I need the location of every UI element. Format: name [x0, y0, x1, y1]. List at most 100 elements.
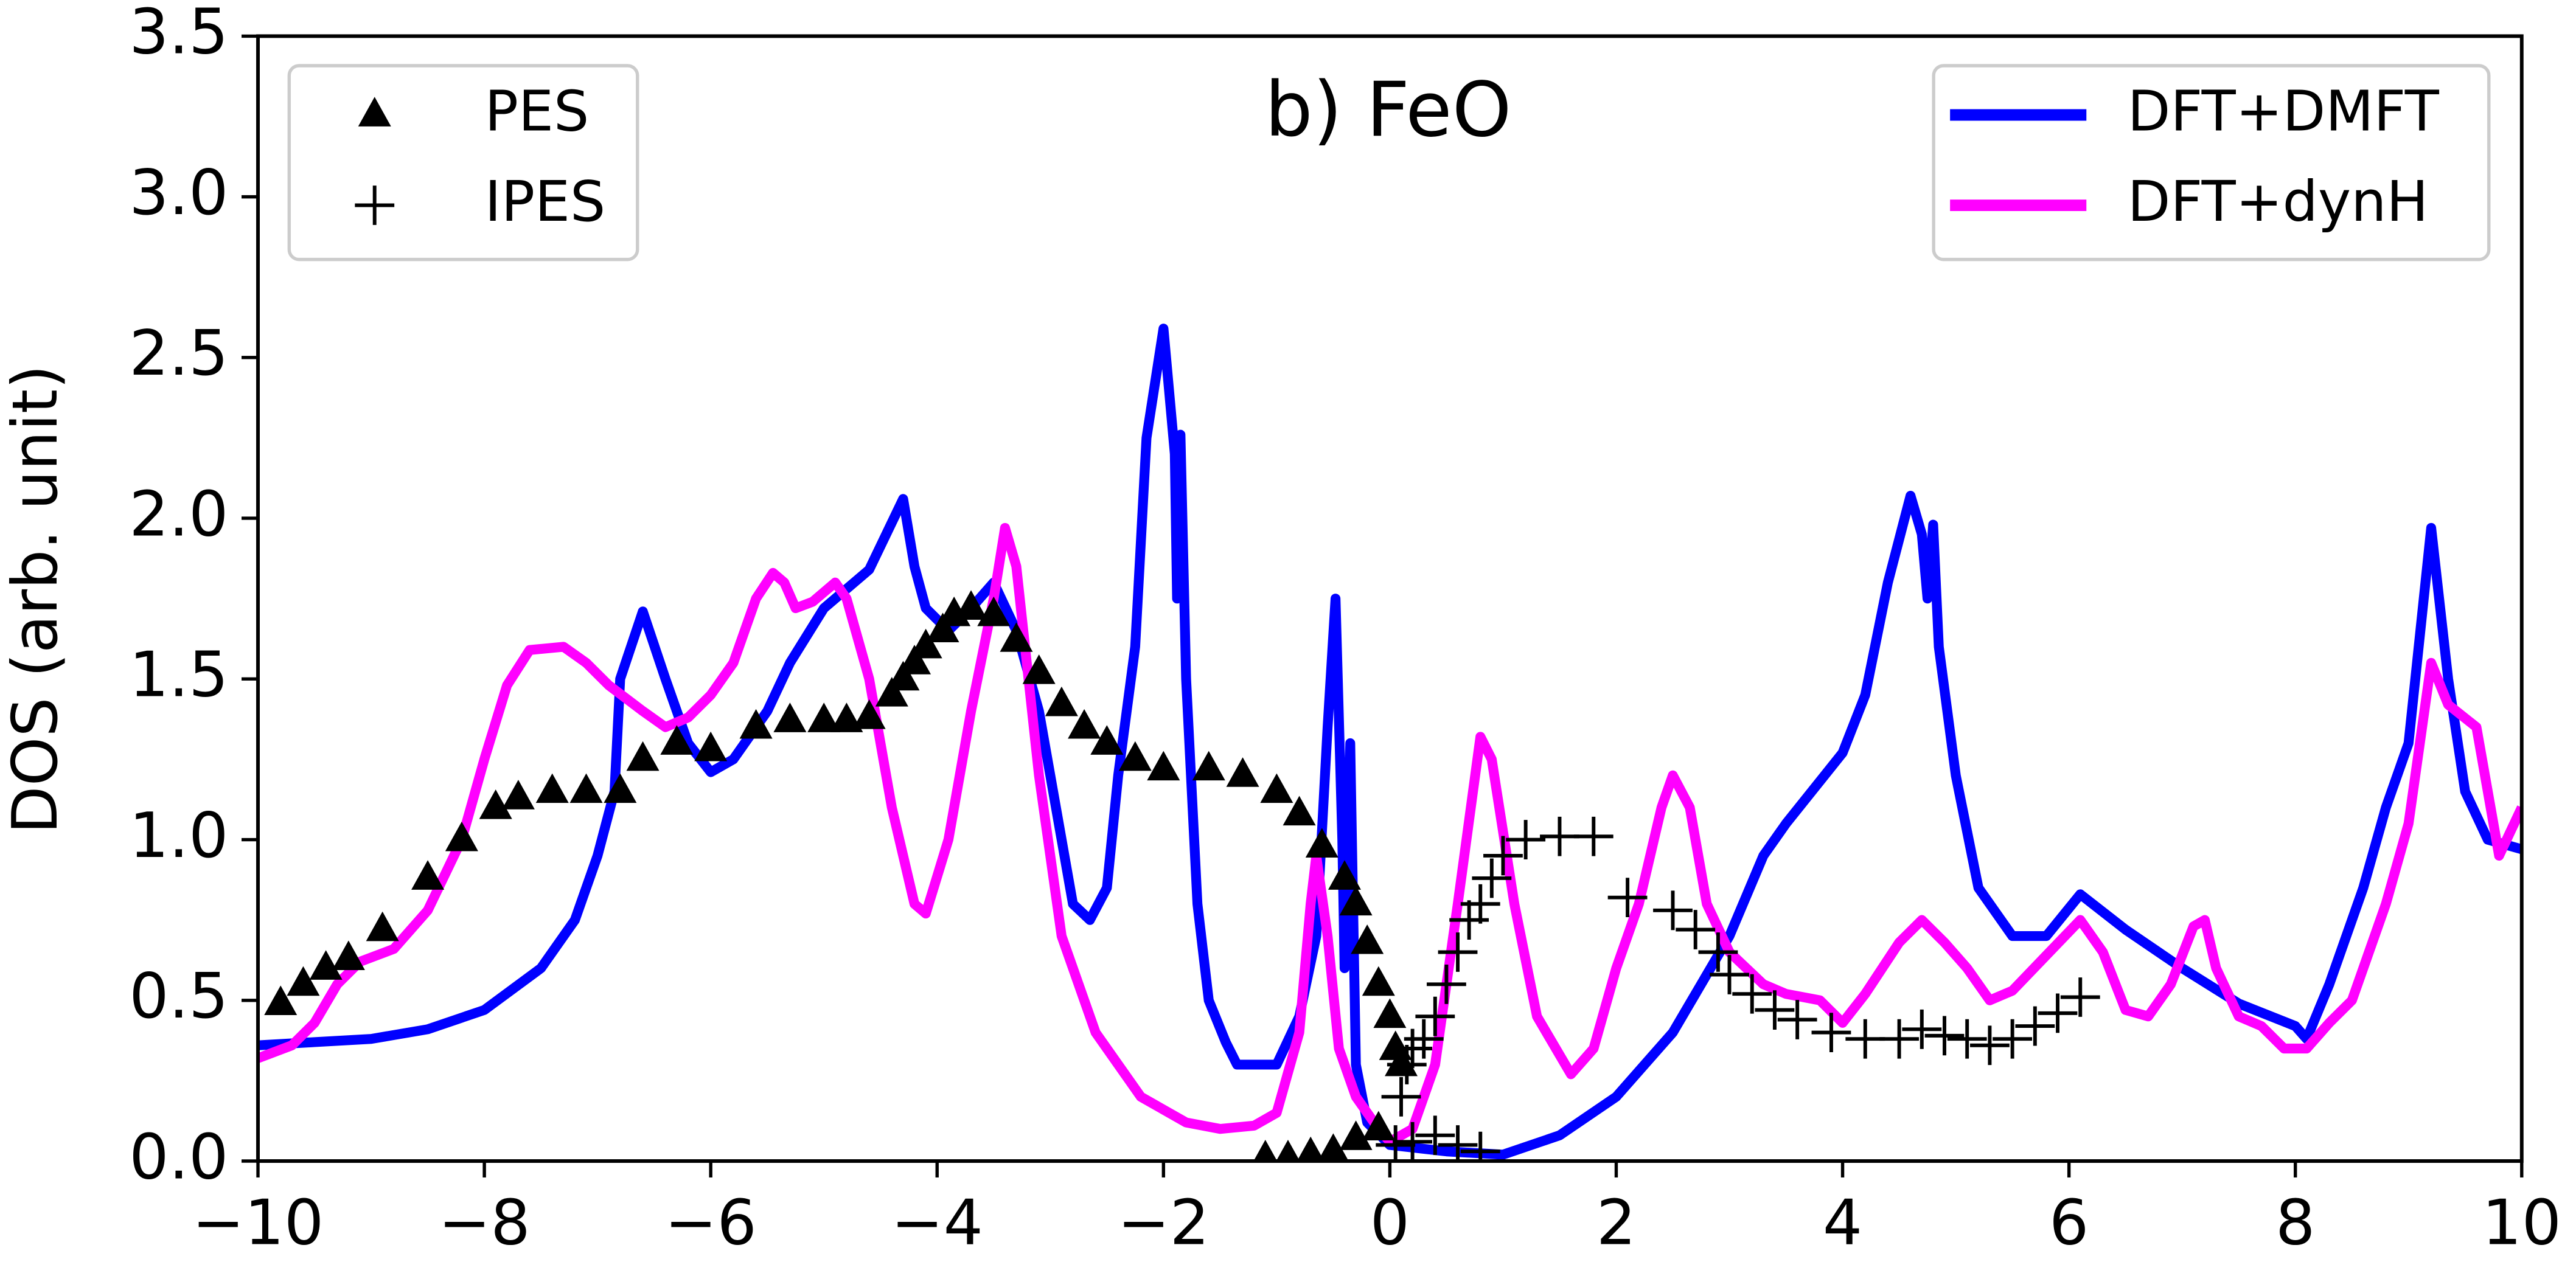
overlay: −10 −8 −6 −4 −2 0 2 4 6 8 10 0.0 0.5 1.0 1.5 2.0 2.5 3.0 3…: [129, 0, 2561, 1259]
chart-title: b) FeO: [1265, 66, 1512, 154]
triangle-marker: [1385, 1046, 1418, 1077]
plus-marker: [1573, 816, 1613, 856]
triangle-marker: [309, 950, 343, 980]
plus-marker: [1676, 910, 1716, 949]
x-tick-label: −4: [891, 1187, 983, 1259]
plus-marker: [1970, 1025, 2010, 1066]
triangle-marker: [411, 860, 445, 890]
y-tick-label: 3.0: [129, 157, 228, 229]
triangle-marker: [358, 97, 391, 127]
legend-label: DFT+dynH: [2128, 169, 2429, 234]
triangle-marker: [1090, 725, 1124, 755]
triangle-marker: [1276, 1140, 1300, 1161]
plus-marker: [1393, 1028, 1433, 1069]
plus-marker: [1777, 1000, 1817, 1039]
y-tick-label: 3.5: [129, 0, 228, 69]
plus-marker: [1607, 878, 1648, 918]
triangle-marker: [739, 709, 773, 739]
triangle-marker: [926, 612, 959, 642]
triangle-marker: [604, 773, 637, 803]
triangle-marker: [660, 725, 694, 755]
triangle-marker: [1283, 796, 1316, 826]
triangle-marker: [1351, 924, 1384, 954]
plus-marker: [1472, 858, 1512, 898]
y-tick-label: 0.0: [129, 1121, 228, 1193]
y-tick-label: 0.5: [129, 960, 228, 1033]
plus-marker: [1710, 955, 1749, 994]
plus-marker: [1404, 1019, 1444, 1059]
y-axis-label: DOS (arb. unit): [0, 365, 72, 834]
x-tick-label: 8: [2275, 1187, 2315, 1259]
plus-marker: [1438, 932, 1478, 972]
plus-marker: [1653, 890, 1693, 931]
x-tick-label: 0: [1370, 1187, 1410, 1259]
plus-marker: [2060, 977, 2100, 1017]
triangle-marker: [1318, 1133, 1349, 1161]
triangle-marker: [366, 911, 399, 941]
triangle-marker: [773, 702, 807, 732]
x-tick-label: 6: [2049, 1187, 2089, 1259]
triangle-marker: [1192, 751, 1225, 781]
triangle-marker: [445, 821, 478, 851]
plus-marker: [1483, 836, 1523, 876]
y-tick-label: 1.0: [129, 800, 228, 872]
x-tick-label: −6: [665, 1187, 757, 1259]
triangle-marker: [898, 645, 931, 674]
triangle-marker: [830, 702, 863, 732]
y-tick-label: 1.5: [129, 639, 228, 712]
triangle-marker: [501, 780, 535, 810]
triangle-marker: [1362, 966, 1395, 996]
plus-marker: [2038, 993, 2078, 1033]
triangle-marker: [852, 699, 886, 729]
plus-marker: [1755, 990, 1795, 1030]
triangle-marker: [569, 773, 603, 803]
plus-marker: [1381, 1077, 1421, 1117]
plus-marker: [1879, 1019, 1919, 1059]
plus-marker: [1415, 996, 1455, 1036]
triangle-marker: [1068, 709, 1101, 739]
y-tick-label: 2.5: [129, 317, 228, 390]
plus-marker: [1438, 1125, 1478, 1161]
plus-marker: [1902, 1009, 1942, 1049]
triangle-marker: [1226, 757, 1259, 787]
legend-label: PES: [485, 78, 590, 144]
triangle-marker: [535, 773, 569, 803]
plus-marker: [1393, 1122, 1433, 1161]
plus-marker: [1540, 816, 1579, 856]
plus-marker: [1387, 1045, 1427, 1084]
series-line: [258, 324, 2522, 1160]
y-tick-label: 2.0: [129, 478, 228, 550]
plus-marker: [1993, 1019, 2033, 1059]
triangle-marker: [1000, 622, 1033, 652]
triangle-marker: [955, 590, 988, 620]
legend-label: DFT+DMFT: [2128, 78, 2440, 144]
triangle-marker: [694, 731, 728, 761]
plus-marker: [1427, 964, 1466, 1004]
triangle-marker: [977, 596, 1011, 626]
plot-area: [258, 324, 2522, 1161]
plus-marker: [1924, 1016, 1965, 1056]
legend-label: IPES: [485, 169, 606, 234]
plus-marker: [1506, 820, 1546, 859]
triangle-marker: [479, 789, 512, 819]
plus-marker: [355, 186, 395, 225]
x-tick-label: −10: [192, 1187, 324, 1259]
plus-marker: [1732, 974, 1772, 1014]
plus-marker: [1845, 1019, 1885, 1059]
triangle-marker: [1297, 1136, 1325, 1161]
triangle-marker: [1022, 654, 1056, 684]
triangle-marker: [886, 661, 920, 691]
triangle-marker: [1253, 1140, 1278, 1161]
x-tick-label: 10: [2482, 1187, 2562, 1259]
plus-marker: [1460, 884, 1500, 924]
plus-marker: [1460, 1131, 1500, 1161]
triangle-marker: [1339, 1120, 1373, 1150]
triangle-marker: [909, 628, 942, 659]
x-tick-label: −8: [438, 1187, 530, 1259]
triangle-marker: [807, 702, 841, 732]
triangle-marker: [1328, 860, 1361, 890]
triangle-marker: [1118, 741, 1152, 771]
triangle-marker: [1260, 773, 1293, 803]
